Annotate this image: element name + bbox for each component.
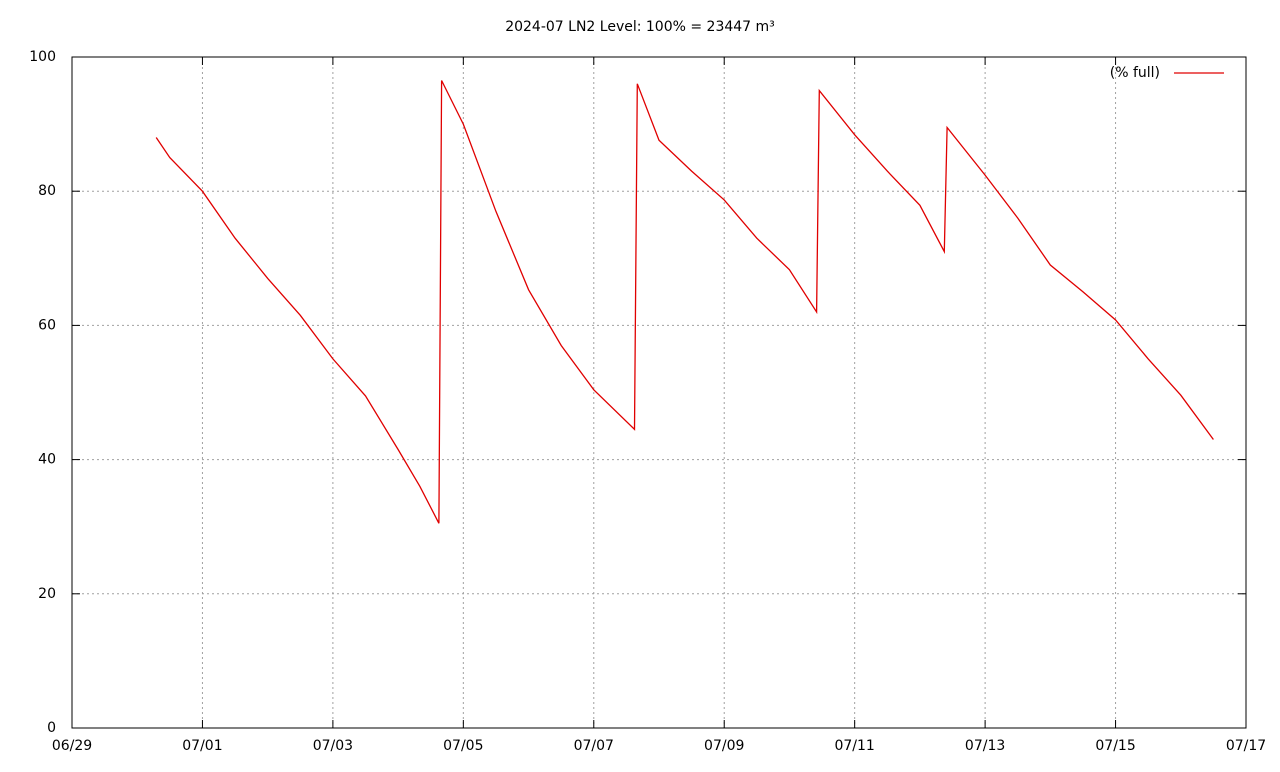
x-tick-label: 07/15 bbox=[1095, 738, 1135, 754]
chart-title: 2024-07 LN2 Level: 100% = 23447 m³ bbox=[505, 19, 775, 35]
y-tick-label: 80 bbox=[38, 183, 56, 199]
plot-frame bbox=[71, 56, 1247, 729]
x-tick-label: 07/01 bbox=[182, 738, 222, 754]
y-tick-label: 0 bbox=[47, 720, 56, 736]
x-tick-label: 07/09 bbox=[704, 738, 744, 754]
x-tick-label: 06/29 bbox=[52, 738, 92, 754]
x-tick-label: 07/05 bbox=[443, 738, 483, 754]
y-tick-label: 100 bbox=[29, 49, 56, 65]
y-tick-label: 60 bbox=[38, 317, 56, 333]
data-line bbox=[155, 80, 1214, 524]
legend-label: (% full) bbox=[1110, 65, 1160, 81]
y-tick-label: 20 bbox=[38, 586, 56, 602]
y-tick-label: 40 bbox=[38, 452, 56, 468]
x-tick-label: 07/11 bbox=[834, 738, 874, 754]
x-tick-label: 07/07 bbox=[574, 738, 614, 754]
x-tick-label: 07/17 bbox=[1226, 738, 1266, 754]
x-tick-label: 07/13 bbox=[965, 738, 1005, 754]
x-tick-label: 07/03 bbox=[313, 738, 353, 754]
